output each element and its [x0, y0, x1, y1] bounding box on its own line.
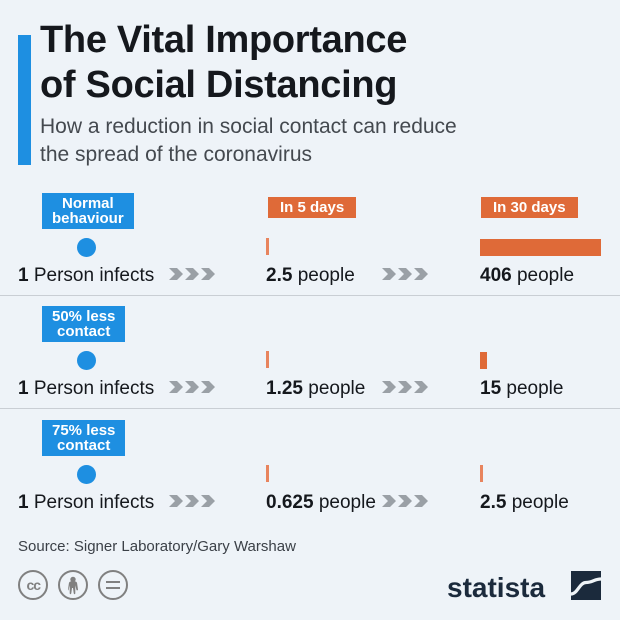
- svg-text:statista: statista: [447, 572, 545, 603]
- svg-text:cc: cc: [27, 577, 42, 593]
